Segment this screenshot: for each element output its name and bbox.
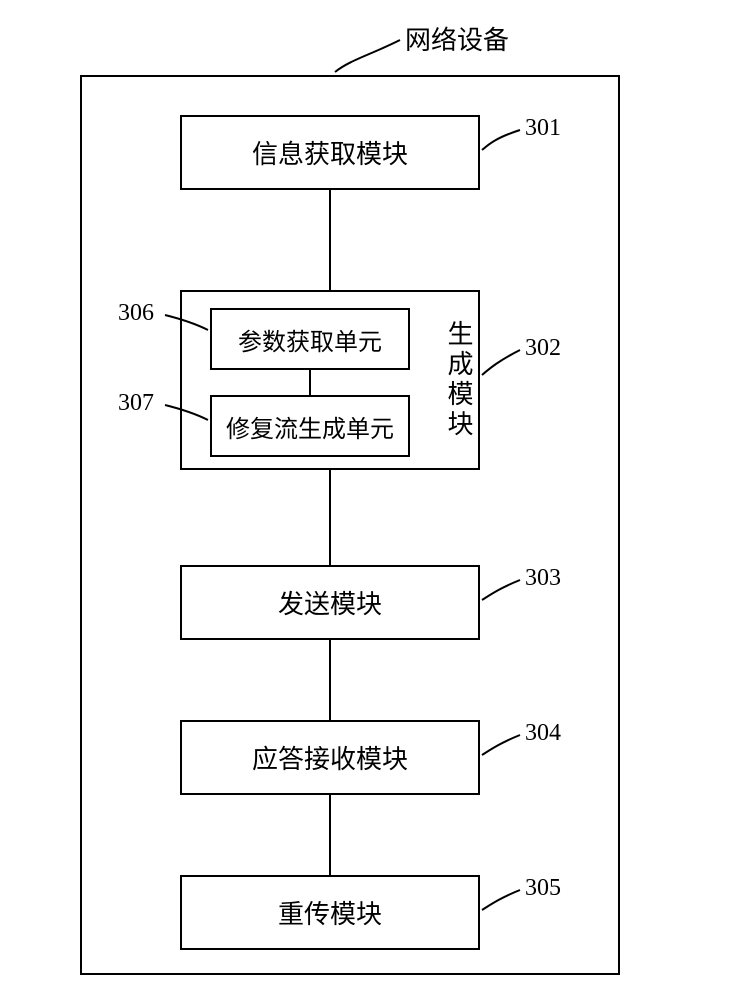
- diagram-canvas: 网络设备 信息获取模块 301 生成模块 302 参数获取单元 306 修复流生…: [0, 0, 737, 1000]
- leader-305: [0, 0, 737, 1000]
- connector: [329, 795, 331, 875]
- connector: [329, 470, 331, 565]
- connector: [309, 370, 311, 395]
- connector: [329, 190, 331, 290]
- connector: [329, 640, 331, 720]
